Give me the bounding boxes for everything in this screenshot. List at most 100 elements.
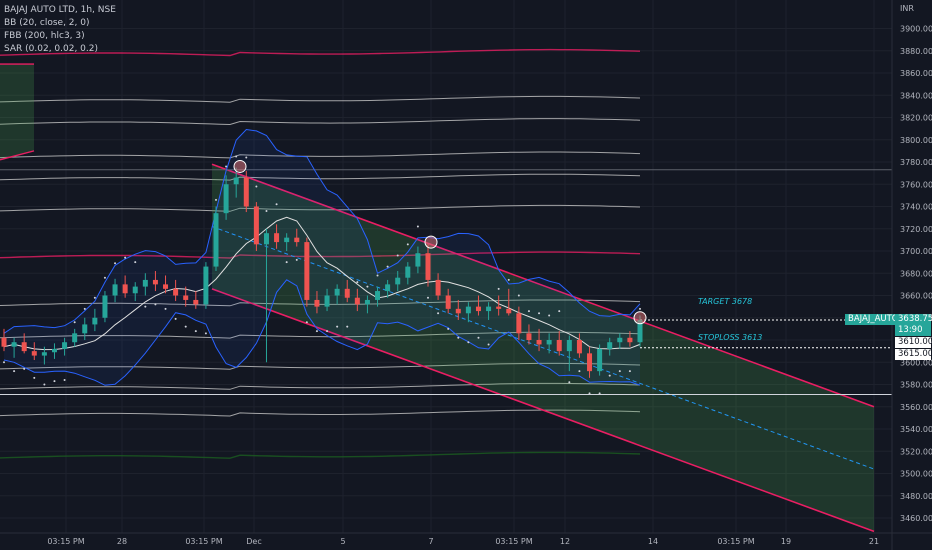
sar-dot — [558, 310, 561, 313]
time-axis[interactable]: 03:15 PM 28 03:15 PM Dec 5 7 03:15 PM 12 14 03:15… — [0, 532, 932, 546]
x-tick-label: 5 — [340, 537, 345, 546]
candle-body — [364, 299, 370, 305]
candle-body — [385, 284, 391, 292]
sar-dot — [265, 209, 268, 212]
candle-body — [62, 342, 68, 349]
candle-body — [536, 340, 542, 345]
sar-dot — [507, 278, 510, 281]
channel-mid — [211, 226, 875, 470]
candle-body — [142, 279, 148, 287]
candle-body — [1, 337, 7, 347]
candle-body — [102, 295, 108, 318]
sar-dot — [194, 330, 197, 333]
candle-body — [425, 253, 431, 280]
candle-body — [516, 313, 522, 334]
y-tick-label: 3540.00 — [900, 425, 932, 434]
channel-upper — [211, 163, 875, 408]
candle-body — [173, 288, 179, 296]
sar-dot — [73, 321, 76, 324]
candle-body — [475, 306, 481, 312]
y-tick-label: 3840.00 — [900, 91, 932, 100]
fbb-line — [0, 118, 641, 126]
sar-dot — [225, 165, 228, 168]
candle-body — [334, 288, 340, 296]
sar-dot — [517, 294, 520, 297]
candle-body — [597, 348, 603, 372]
y-tick-label: 3560.00 — [900, 403, 932, 412]
candle-body — [163, 284, 169, 289]
sar-dot — [134, 261, 137, 264]
sar-dot — [53, 380, 56, 383]
left-channel-fill — [0, 64, 34, 160]
legend-fbb[interactable]: FBB (200, hlc3, 3) — [4, 31, 85, 41]
sar-dot — [114, 262, 117, 265]
sar-dot — [164, 307, 167, 310]
sar-dot — [285, 261, 288, 264]
fbb-line — [0, 48, 641, 57]
y-tick-label: 3500.00 — [900, 470, 932, 479]
sar-dot — [427, 296, 429, 299]
sar-dot — [93, 296, 96, 299]
sar-dot — [628, 370, 631, 373]
y-tick-label: 3880.00 — [900, 47, 932, 56]
sar-dot — [215, 198, 217, 201]
y-tick-label: 3740.00 — [900, 203, 932, 212]
fbb-line — [0, 95, 641, 103]
candle-body — [223, 184, 229, 214]
candle-body — [395, 277, 401, 285]
bollinger-bands — [3, 128, 641, 386]
target-annotation: TARGET 3678 — [698, 297, 753, 306]
y-tick-label: 3820.00 — [900, 114, 932, 123]
sar-dot — [154, 303, 157, 306]
sar-dot — [63, 379, 66, 382]
candle-body — [587, 353, 593, 372]
sar-dot — [275, 203, 278, 206]
candle-body — [354, 297, 360, 305]
sar-dot — [184, 325, 187, 328]
candle-body — [72, 333, 78, 343]
candle-body — [213, 213, 219, 267]
candle-body — [607, 342, 613, 349]
sar-dot — [618, 370, 621, 373]
candle-body — [31, 351, 37, 356]
sar-dot — [608, 374, 611, 377]
sar-dot — [366, 285, 369, 288]
legend-sar[interactable]: SAR (0.02, 0.02, 0.2) — [4, 44, 99, 54]
sar-dot — [437, 312, 440, 315]
candle-body — [496, 306, 502, 309]
candle-body — [375, 291, 381, 300]
candle-body — [576, 340, 582, 354]
fbb-line — [0, 409, 641, 417]
legend-bb[interactable]: BB (20, close, 2, 0) — [4, 18, 90, 28]
touch-marker — [424, 235, 438, 249]
sar-dot — [235, 155, 238, 158]
x-tick-label: 28 — [117, 537, 127, 546]
sar-dot — [103, 276, 106, 279]
fbb-line — [0, 251, 641, 259]
sar-dot — [467, 341, 470, 344]
sar-dot — [23, 367, 26, 370]
y-tick-label: 3700.00 — [900, 247, 932, 256]
candle-body — [304, 242, 310, 300]
y-tick-label: 3900.00 — [900, 25, 932, 34]
candle-body — [82, 324, 88, 334]
candle-body — [455, 308, 461, 314]
sar-dot — [598, 392, 601, 395]
sar-dot — [538, 312, 541, 315]
x-tick-label: 03:15 PM — [717, 537, 754, 546]
price-axis[interactable]: 3460.00 3480.00 3500.00 3520.00 3540.00 3560.… — [891, 0, 932, 550]
y-tick-label: 3780.00 — [900, 158, 932, 167]
bb-lower — [3, 279, 641, 386]
sar-dot — [356, 281, 359, 284]
y-tick-label: 3520.00 — [900, 447, 932, 456]
legend-symbol[interactable]: BAJAJ AUTO LTD, 1h, NSE — [4, 5, 116, 15]
sar-dot — [396, 254, 399, 257]
symbol-price-tag: BAJAJ_AUTO — [845, 314, 902, 325]
stoploss-annotation: STOPLOSS 3613 — [698, 333, 763, 342]
regression-channel — [0, 63, 892, 533]
fbb-line — [0, 331, 641, 339]
sar-dot — [336, 325, 339, 328]
x-tick-label: 19 — [781, 537, 791, 546]
candle-body — [274, 233, 280, 243]
